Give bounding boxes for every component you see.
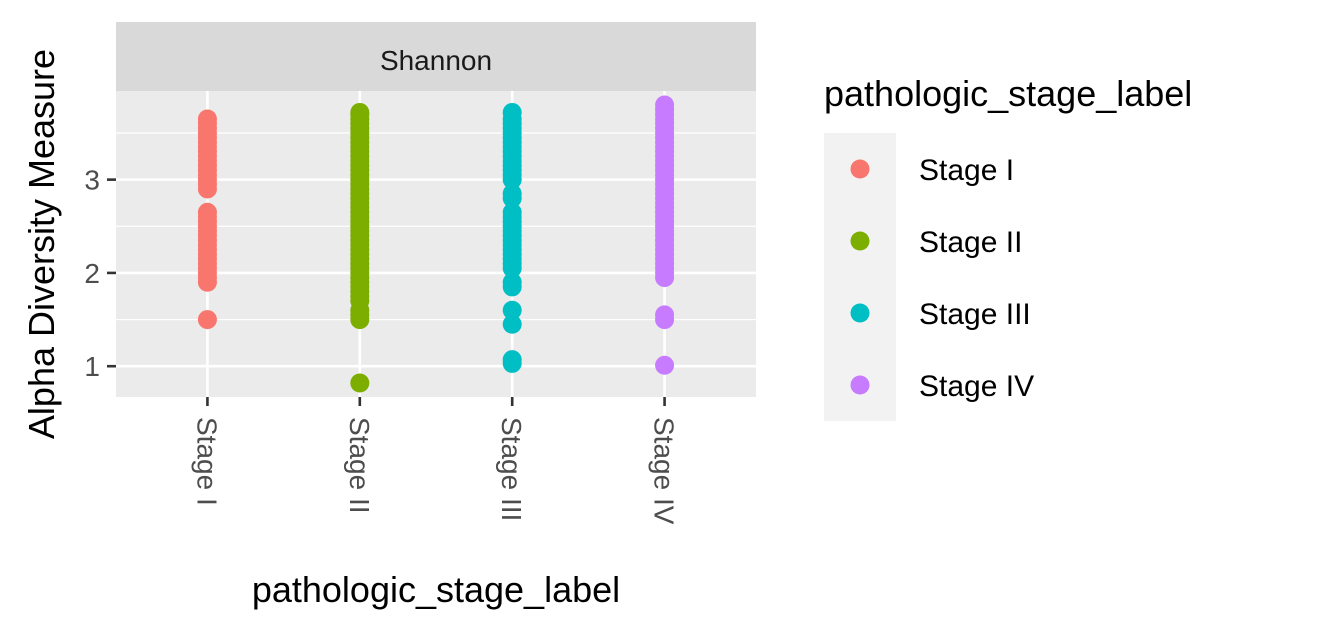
legend-key	[850, 303, 870, 323]
data-point	[197, 202, 217, 222]
x-axis-title: pathologic_stage_label	[252, 569, 620, 610]
data-point	[502, 184, 522, 204]
legend-label: Stage II	[919, 226, 1022, 259]
y-tick-label: 3	[84, 165, 100, 196]
facet-strip	[116, 22, 756, 91]
data-point	[655, 355, 675, 375]
data-point	[502, 102, 522, 122]
legend-label: Stage I	[919, 154, 1014, 187]
legend-label: Stage IV	[919, 370, 1034, 403]
y-axis: 1 2 3	[84, 165, 116, 382]
data-points	[197, 95, 675, 393]
data-point	[655, 95, 675, 115]
x-tick-label: Stage III	[496, 417, 527, 521]
x-tick-label: Stage I	[191, 417, 222, 506]
data-point	[197, 109, 217, 129]
legend-key	[850, 231, 870, 251]
legend-key	[850, 375, 870, 395]
plot-panel	[116, 91, 756, 397]
data-point	[655, 305, 675, 325]
x-tick-label: Stage IV	[649, 417, 680, 525]
data-point	[197, 310, 217, 330]
y-axis-title: Alpha Diversity Measure	[21, 49, 62, 439]
data-point	[350, 102, 370, 122]
x-axis: Stage I Stage II Stage III Stage IV	[191, 397, 680, 525]
legend-label: Stage III	[919, 298, 1031, 331]
data-point	[350, 373, 370, 393]
data-point	[502, 272, 522, 292]
data-point	[502, 202, 522, 222]
y-tick-label: 1	[84, 351, 100, 382]
minor-gridlines	[116, 132, 756, 321]
data-point	[502, 350, 522, 370]
legend-title: pathologic_stage_label	[824, 73, 1192, 114]
facet-label: Shannon	[380, 45, 492, 76]
x-tick-label: Stage II	[344, 417, 375, 514]
data-point	[502, 300, 522, 320]
legend-key-background	[824, 133, 896, 421]
data-point	[502, 314, 522, 334]
y-tick-label: 2	[84, 258, 100, 289]
legend: Stage I Stage II Stage III Stage IV	[850, 154, 1034, 403]
legend-key	[850, 159, 870, 179]
